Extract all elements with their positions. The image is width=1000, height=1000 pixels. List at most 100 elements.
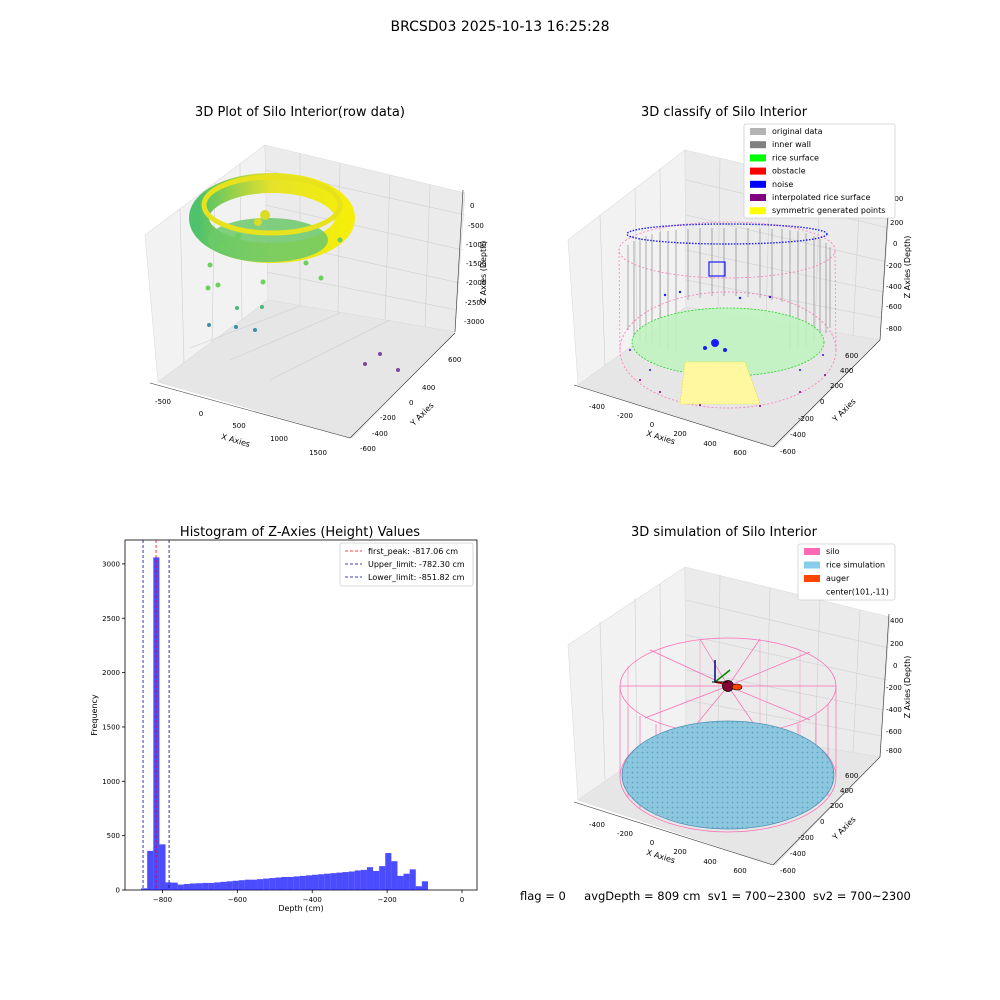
classify-legend-label: original data xyxy=(772,127,823,136)
hist-ytick-label: 0 xyxy=(116,887,120,895)
sim-legend-label: auger xyxy=(826,574,850,583)
hist-bar xyxy=(202,882,209,890)
hist-bar xyxy=(336,872,343,890)
hist-legend: first_peak: -817.06 cm Upper_limit: -782.… xyxy=(339,542,474,587)
classify-legend-label: symmetric generated points xyxy=(772,206,885,215)
sim-ytick: -200 xyxy=(798,834,814,842)
hist-bar xyxy=(250,879,258,890)
sim-ytick: 600 xyxy=(845,772,858,780)
raw-z-ticks: 0 -500 -1000 -1500 -2000 -2500 -3000 xyxy=(464,202,486,326)
classify-x-ticks: -400 -200 0 200 400 600 xyxy=(589,403,747,457)
raw-xtick: 1500 xyxy=(309,449,327,457)
hist-bar xyxy=(257,879,264,890)
raw-ytick: -200 xyxy=(380,414,396,422)
raw-xtick: 0 xyxy=(199,410,203,418)
sim-ztick: 200 xyxy=(890,640,903,648)
sim-zlabel: Z Axies (Depth) xyxy=(903,656,912,719)
raw-ytick: -400 xyxy=(372,430,388,438)
sim-legend-swatch xyxy=(804,575,820,582)
classify-ztick: 0 xyxy=(893,240,897,248)
classify-legend-label: obstacle xyxy=(772,167,806,176)
classify-legend-swatch xyxy=(750,128,766,135)
raw-z-axis xyxy=(454,189,464,333)
sim-xtick: 600 xyxy=(733,867,746,875)
hist-ytick-label: 2000 xyxy=(102,669,120,677)
raw-x-axis xyxy=(149,382,351,439)
hist-bar xyxy=(397,875,404,890)
sim-xtick: -400 xyxy=(589,821,605,829)
sim-xtick: 0 xyxy=(650,839,654,847)
hist-bar xyxy=(232,880,239,890)
classify-noise-points xyxy=(629,261,824,371)
sim-legend-label: center(101,-11) xyxy=(826,588,889,597)
hist-xtick-label: −200 xyxy=(378,896,397,904)
sim-ztick: -400 xyxy=(886,706,902,714)
raw-xtick: -500 xyxy=(155,398,171,406)
hist-ytick-label: 2500 xyxy=(102,615,120,623)
classify-z-axis xyxy=(879,195,890,341)
classify-ztick: 400 xyxy=(890,195,903,203)
hist-bar xyxy=(312,874,319,890)
hist-bar xyxy=(269,878,276,890)
classify-legend-swatch xyxy=(750,207,766,215)
classify-y-axis xyxy=(772,339,881,448)
hist-xtick-label: 0 xyxy=(460,896,464,904)
raw-ztick: -2500 xyxy=(465,299,485,307)
raw-xtick: 1000 xyxy=(270,435,288,443)
raw-y-ticks: 600 400 200 0 -200 -400 -600 xyxy=(360,356,461,453)
hist-legend-label: first_peak: -817.06 cm xyxy=(368,547,458,556)
sim-legend-swatch xyxy=(804,561,820,569)
classify-ztick: -800 xyxy=(886,325,902,333)
hist-bar xyxy=(238,880,245,890)
hist-bar xyxy=(403,873,410,890)
hist-bar xyxy=(177,884,184,890)
raw-y-axis xyxy=(349,332,456,439)
raw-ytick: 0 xyxy=(409,399,413,407)
hist-bar xyxy=(275,877,282,890)
hist-ytick-label: 1000 xyxy=(102,778,120,786)
hist-bar xyxy=(348,871,355,890)
sim-ztick: -600 xyxy=(886,728,902,736)
hist-bar xyxy=(342,872,349,890)
sim-ztick: 400 xyxy=(890,617,903,625)
status-avg-depth: avgDepth = 809 cm xyxy=(584,889,701,903)
hist-bar xyxy=(305,875,313,890)
hist-ylabel: Frequency xyxy=(90,694,99,736)
sim-ytick: -600 xyxy=(780,867,796,875)
hist-bar xyxy=(263,878,270,890)
raw-ztick: -2000 xyxy=(466,279,486,287)
classify-xtick: 0 xyxy=(650,421,654,429)
hist-bar xyxy=(287,876,294,890)
classify-z-ticks: 400 200 0 -200 -400 -600 -800 xyxy=(886,195,903,333)
raw-x-ticks: -500 0 500 1000 1500 xyxy=(155,398,327,457)
classify-legend-swatch xyxy=(750,154,766,162)
hist-bar xyxy=(379,866,386,890)
classify-ztick: 200 xyxy=(890,219,903,227)
hist-bar xyxy=(324,873,331,890)
classify-legend-label: interpolated rice surface xyxy=(772,193,870,202)
sim-auger xyxy=(712,660,743,692)
classify-legend: original data inner wall rice surface obsta… xyxy=(743,123,896,219)
hist-bar xyxy=(220,881,227,890)
classify-y-ticks: 600 400 200 0 -200 -400 -600 xyxy=(780,352,858,456)
classify-xlabel: X Axies xyxy=(645,429,676,446)
classify-silo-bottom xyxy=(619,291,837,409)
classify-ytick: 200 xyxy=(830,382,843,390)
sim-legend-label: rice simulation xyxy=(826,561,885,570)
sim-title: 3D simulation of Silo Interior xyxy=(631,525,818,540)
sim-x-axis xyxy=(573,801,774,866)
sim-legend-swatch xyxy=(804,548,820,555)
classify-noise-ring xyxy=(626,223,828,245)
hist-xtick-label: −400 xyxy=(303,896,322,904)
hist-bar xyxy=(165,882,172,890)
hist-bar xyxy=(189,883,197,890)
hist-bar xyxy=(214,882,221,890)
classify-legend-label: inner wall xyxy=(772,140,811,149)
classify-silo-right-edge xyxy=(834,251,837,351)
classify-ytick: 600 xyxy=(845,352,858,360)
sim-y-ticks: 600 400 200 0 -200 -400 -600 xyxy=(780,772,858,875)
classify-legend-label: rice surface xyxy=(772,153,819,162)
sim-ytick: 200 xyxy=(830,802,843,810)
classify-legend-swatch xyxy=(750,141,766,149)
classify-x-axis xyxy=(573,384,774,448)
